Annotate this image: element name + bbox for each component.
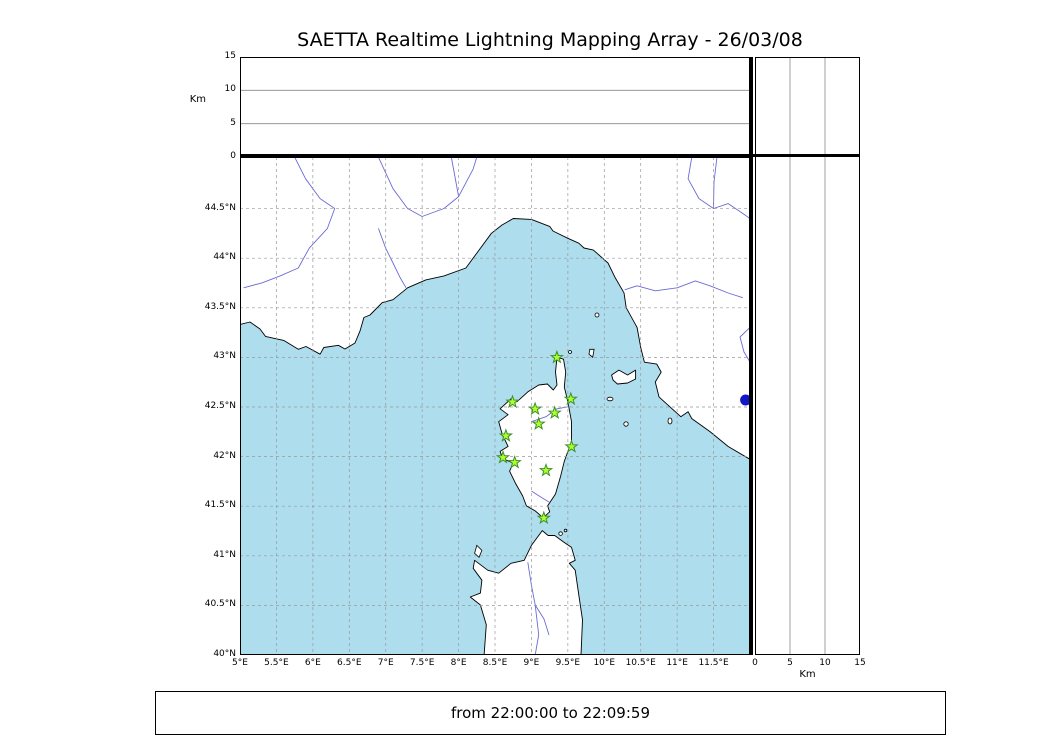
lon-tick-label: 5.5°E [264,658,289,668]
lma-station-star-icon [563,391,578,406]
lma-station-star-icon [527,401,543,416]
lma-station-star-icon [564,439,579,453]
lon-tick-label: 10.5°E [625,658,656,668]
capraia-island [588,348,595,358]
alt-gridlines [240,89,750,125]
stations-layer [495,349,579,525]
lat-tick-label: 44°N [213,252,236,263]
lat-tick-label: 44.5°N [204,202,236,213]
alt-tick-label: 5 [230,117,236,128]
page-title: SAETTA Realtime Lightning Mapping Array … [297,29,803,51]
lat-tick-label: 41°N [213,549,236,560]
lat-tick-label: 41.5°N [204,500,236,511]
panel-divider-vertical [750,57,753,655]
montecristo-island [623,421,629,427]
lma-station-star-icon [549,349,565,364]
pianosa-island [606,396,614,402]
lat-tick-label: 40°N [213,649,236,659]
mainland-coast [240,157,750,460]
corsica [498,356,572,519]
alt-lat-tick-label: 10 [819,658,831,668]
lma-station-star-icon [495,450,511,464]
lon-tick-label: 6°E [304,658,321,668]
graticule-grid [240,157,750,655]
giraglia-island [568,350,572,354]
river [534,604,550,636]
gorgona-island [594,312,600,318]
markers-layer [740,394,750,406]
alt-lat-panel-frame [755,57,860,655]
lon-tick-label: 9.5°E [555,658,581,668]
lon-tick-label: 6.5°E [337,658,362,668]
river [624,280,743,299]
lon-tick-label: 8°E [450,658,467,668]
river [377,228,407,289]
map-frame [240,157,750,655]
lon-tick-label: 10°E [593,658,616,668]
lat-tick-label: 43.5°N [204,301,236,312]
alt-tick-label: 15 [224,51,236,61]
river [450,157,460,197]
altitude-latitude-panel [755,57,860,655]
panel-divider-horizontal [240,154,860,157]
alt-lat-tick-label: 5 [787,658,793,668]
giglio-island [667,417,673,425]
river [531,490,550,503]
lon-tick-label: 7.5°E [409,658,435,668]
lma-station-star-icon [498,428,514,442]
sardinia [469,530,583,655]
alt-lat-panel-bg [755,57,860,655]
time-range-text: from 22:00:00 to 22:09:59 [450,704,650,722]
alt-lat-tick-label: 0 [752,658,758,668]
lma-station-star-icon [547,405,562,419]
river [377,157,478,217]
lma-station-star-icon [505,394,520,409]
lma-station-star-icon [538,462,554,477]
lon-tick-label: 11.5°E [698,658,729,668]
lat-tick-label: 43°N [213,351,236,362]
lon-tick-label: 5°E [232,658,248,668]
lma-station-star-icon [536,510,551,525]
altitude-axis-label-left: Km [189,94,206,105]
lon-tick-label: 9°E [523,658,540,668]
altitude-axis-label-right: Km [799,669,816,680]
elba-island [611,369,637,385]
asinara-island [474,544,483,558]
italy-station-dot-icon [740,394,750,406]
maddalena-island-2 [563,528,568,533]
time-range-box: from 22:00:00 to 22:09:59 [155,691,946,735]
alt-lat-tick-label: 15 [854,658,866,668]
altitude-longitude-panel [240,57,750,157]
lon-tick-label: 7°E [377,658,394,668]
alt-panel-bg [240,57,750,157]
maddalena-island [558,531,563,536]
lma-station-star-icon [507,454,522,469]
alt-tick-label: 10 [224,84,236,95]
map-panel [240,157,750,655]
lon-tick-label: 11°E [666,658,688,668]
lma-station-star-icon [531,416,546,430]
lon-tick-label: 8.5°E [482,658,508,668]
lat-tick-label: 42.5°N [204,400,236,411]
alt-tick-label: 0 [230,151,236,161]
lat-tick-label: 40.5°N [204,599,236,610]
landmasses [240,157,750,655]
lat-tick-label: 42°N [213,450,236,461]
river [739,327,750,363]
